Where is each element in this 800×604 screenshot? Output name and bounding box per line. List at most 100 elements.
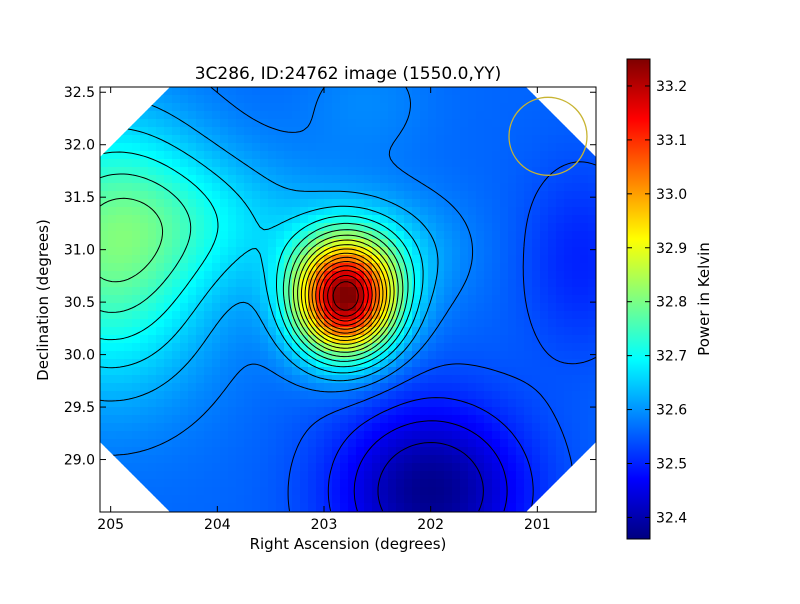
heatmap-cell [588, 247, 596, 256]
heatmap-cell [156, 119, 165, 128]
heatmap-cell [148, 311, 157, 320]
heatmap-cell [164, 487, 173, 496]
heatmap-cell [396, 359, 405, 368]
heatmap-cell [444, 279, 453, 288]
heatmap-cell [388, 231, 397, 240]
heatmap-cell [260, 375, 269, 384]
heatmap-cell [460, 415, 469, 424]
tick-label: 31.0 [64, 243, 95, 259]
colorbar-ticks: 33.233.133.032.932.832.732.632.532.4 [627, 79, 687, 526]
heatmap-cell [252, 327, 261, 336]
heatmap-cell [260, 439, 269, 448]
heatmap-cell [100, 223, 109, 232]
y-axis-label: Declination (degrees) [34, 219, 52, 381]
heatmap-cell [124, 431, 133, 440]
heatmap-cell [316, 239, 325, 248]
heatmap-cell [500, 223, 509, 232]
heatmap-cell [492, 175, 501, 184]
heatmap-cell [172, 239, 181, 248]
heatmap-cell [356, 223, 365, 232]
heatmap-cell [188, 151, 197, 160]
heatmap-cell [276, 271, 285, 280]
heatmap-cell [340, 399, 349, 408]
heatmap-cell [444, 103, 453, 112]
heatmap-cell [148, 431, 157, 440]
heatmap-cell [308, 503, 317, 512]
heatmap-cell [252, 151, 261, 160]
heatmap-cell [452, 159, 461, 168]
heatmap-cell [308, 231, 317, 240]
heatmap-cell [196, 495, 205, 504]
heatmap-cell [340, 175, 349, 184]
heatmap-cell [420, 407, 429, 416]
heatmap-cell [164, 359, 173, 368]
heatmap-cell [172, 263, 181, 272]
heatmap-cell [372, 359, 381, 368]
heatmap-cell [508, 359, 517, 368]
heatmap-cell [332, 191, 341, 200]
heatmap-cell [556, 175, 565, 184]
heatmap-cell [484, 359, 493, 368]
heatmap-cell [212, 359, 221, 368]
heatmap-cell [380, 127, 389, 136]
heatmap-cell [468, 495, 477, 504]
heatmap-cell [460, 407, 469, 416]
heatmap-cell [316, 463, 325, 472]
heatmap-cell [428, 191, 437, 200]
heatmap-cell [452, 183, 461, 192]
heatmap-cell [124, 311, 133, 320]
heatmap-cell [308, 255, 317, 264]
heatmap-cell [196, 375, 205, 384]
heatmap-cell [372, 87, 381, 96]
heatmap-cell [340, 335, 349, 344]
heatmap-cell [372, 375, 381, 384]
heatmap-cell [404, 231, 413, 240]
heatmap-cell [436, 471, 445, 480]
heatmap-cell [308, 383, 317, 392]
heatmap-cell [500, 455, 509, 464]
heatmap-cell [156, 103, 165, 112]
heatmap-cell [228, 167, 237, 176]
heatmap-cell [412, 431, 421, 440]
heatmap-cell [268, 175, 277, 184]
heatmap-cell [460, 303, 469, 312]
heatmap-cell [116, 303, 125, 312]
heatmap-cell [460, 199, 469, 208]
heatmap-cell [180, 311, 189, 320]
heatmap-cell [508, 167, 517, 176]
heatmap-cell [412, 487, 421, 496]
heatmap-cell [540, 311, 549, 320]
heatmap-cell [588, 199, 596, 208]
heatmap-cell [524, 503, 533, 512]
heatmap-cell [196, 199, 205, 208]
heatmap-cell [220, 367, 229, 376]
heatmap-cell [220, 111, 229, 120]
heatmap-cell [148, 231, 157, 240]
heatmap-cell [252, 503, 261, 512]
heatmap-cell [508, 175, 517, 184]
heatmap-cell [428, 287, 437, 296]
heatmap-cell [308, 127, 317, 136]
heatmap-cell [516, 407, 525, 416]
heatmap-cell [220, 351, 229, 360]
heatmap-cell [252, 359, 261, 368]
heatmap-cell [260, 199, 269, 208]
heatmap-cell [492, 375, 501, 384]
heatmap-cell [420, 495, 429, 504]
heatmap-cell [500, 295, 509, 304]
heatmap-cell [348, 391, 357, 400]
heatmap-cell [164, 175, 173, 184]
heatmap-cell [468, 199, 477, 208]
heatmap-cell [140, 439, 149, 448]
heatmap-cell [276, 207, 285, 216]
heatmap-cell [476, 439, 485, 448]
heatmap-cell [292, 215, 301, 224]
heatmap-cell [428, 255, 437, 264]
heatmap-cell [452, 247, 461, 256]
heatmap-cell [540, 479, 549, 488]
heatmap-cell [324, 335, 333, 344]
heatmap-cell [468, 143, 477, 152]
heatmap-cell [492, 327, 501, 336]
heatmap-cell [540, 191, 549, 200]
heatmap-cell [236, 103, 245, 112]
